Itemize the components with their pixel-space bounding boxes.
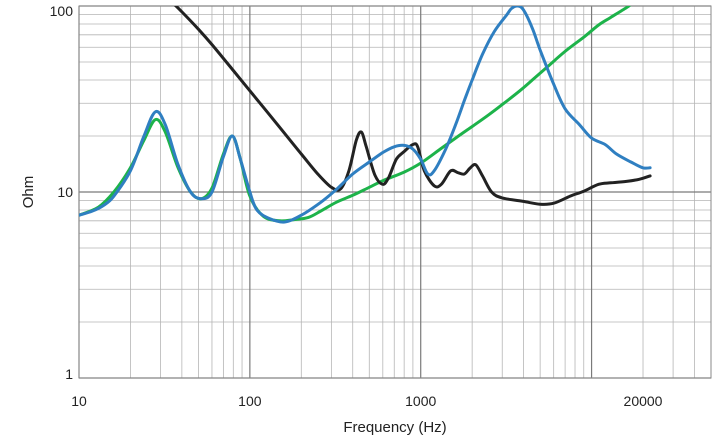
y-axis-label: Ohm [20, 176, 37, 209]
y-tick-label: 100 [50, 3, 74, 19]
x-tick-labels: 10 100 1000 20000 [71, 393, 662, 409]
plot-area-frame [78, 5, 712, 379]
x-tick-label: 1000 [405, 393, 436, 409]
x-axis-label: Frequency (Hz) [343, 419, 446, 436]
y-tick-label: 10 [57, 184, 73, 200]
x-tick-label: 20000 [624, 393, 663, 409]
y-tick-labels: 1 10 100 [50, 3, 74, 382]
series-line-2 [173, 6, 652, 206]
series-lines [79, 6, 652, 224]
x-tick-label: 100 [238, 393, 262, 409]
y-tick-label: 1 [65, 366, 73, 382]
series-line-3 [79, 6, 652, 224]
x-tick-label: 10 [71, 393, 87, 409]
